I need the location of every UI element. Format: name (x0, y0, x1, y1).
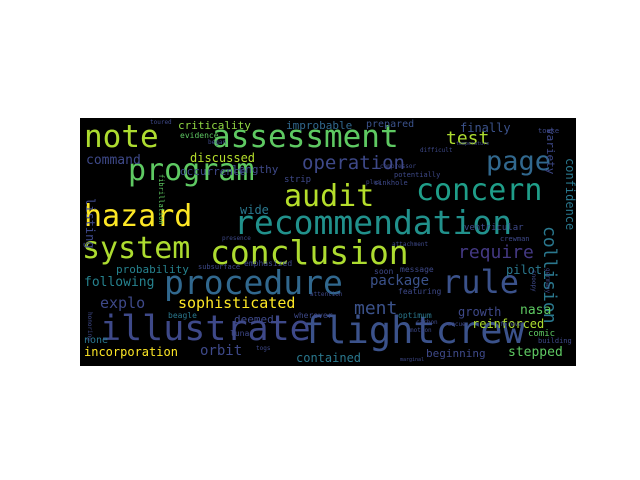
word-pilot: pilot (506, 263, 543, 277)
word-criticality: criticality (178, 119, 251, 132)
word-none: none (84, 335, 109, 346)
word-cloud: flightcrew illustrate recommendation pro… (80, 118, 576, 366)
word-ventricular: ventricular (464, 223, 524, 233)
word-procedure: procedure (164, 263, 343, 302)
word-reinforced: reinforced (472, 317, 545, 331)
word-message: message (400, 265, 434, 274)
word-page: page (486, 146, 552, 177)
word-compressor: compressor (380, 163, 417, 170)
word-fibrillation: fibrillation (157, 174, 165, 225)
word-test: test (446, 128, 490, 149)
word-finally: finally (460, 121, 511, 135)
word-rule: rule (442, 263, 520, 301)
word-presence: presence (222, 235, 251, 242)
word-require: require (458, 242, 534, 263)
word-confidence: confidence (563, 158, 576, 231)
word-evidence: evidence (180, 131, 219, 140)
word-potentially: potentially (394, 171, 441, 179)
word-wide: wide (240, 203, 269, 217)
word-deemed: deemed (234, 313, 274, 326)
word-attachment: attachment (392, 241, 429, 248)
word-crewman: crewman (500, 235, 530, 243)
word-system: system (82, 231, 191, 266)
word-following: following (84, 275, 155, 290)
word-command: command (86, 153, 141, 168)
word-optimum: optimum (398, 311, 432, 320)
word-explo: explo (100, 294, 146, 312)
word-concern: concern (416, 173, 543, 208)
word-program: program (128, 153, 255, 188)
word-togs: togs (256, 345, 271, 352)
word-recommendation: recommendation (234, 203, 513, 242)
word-package: package (370, 273, 430, 289)
word-beagle: beagle (168, 311, 197, 320)
word-growth: growth (458, 305, 502, 319)
word-lunar: lunar (230, 329, 255, 338)
word-illustrate: illustrate (100, 309, 311, 349)
word-sophisticated: sophisticated (178, 294, 296, 312)
word-plus: plus (366, 179, 381, 186)
word-probability: probability (116, 263, 189, 276)
word-attention: attention (310, 291, 343, 298)
word-occurrence: occurrence (180, 165, 247, 178)
word-soon: soon (374, 267, 394, 276)
word-began: began (208, 139, 227, 146)
word-comic: comic (528, 329, 556, 339)
word-motion: motion (410, 327, 432, 334)
word-building: building (538, 337, 572, 345)
word-note: note (84, 119, 159, 155)
word-sinkhole: sinkhole (374, 179, 408, 187)
word-incorporation: incorporation (84, 345, 178, 359)
word-assessment: assessment (212, 119, 399, 155)
word-snoopy: snoopy (530, 270, 537, 292)
word-audit: audit (284, 179, 375, 214)
word-tooke: tooke (538, 127, 560, 135)
word-operation: operation (302, 152, 405, 174)
word-rescue: rescue (444, 321, 466, 328)
word-prepared: prepared (366, 119, 415, 130)
word-wherever: wherever (294, 311, 333, 320)
word-subsurface: subsurface (198, 263, 241, 271)
word-beginning: beginning (426, 347, 486, 360)
word-stepped: stepped (508, 345, 563, 360)
word-forever: forever (500, 321, 526, 328)
word-carbon: carbon (416, 319, 438, 326)
word-lengthy: lengthy (232, 163, 279, 176)
word-strip: strip (284, 175, 312, 185)
word-orbit: orbit (200, 343, 243, 359)
word-toured: toured (150, 119, 172, 126)
word-nasa: nasa (520, 303, 552, 318)
word-contained: contained (296, 351, 362, 365)
word-improbable: improbable (286, 119, 353, 132)
word-temperature: temperature (456, 141, 490, 147)
word-featuring: featuring (398, 287, 442, 296)
word-discussed: discussed (190, 151, 256, 165)
word-hazard: hazard (84, 199, 193, 234)
word-difficult: difficult (420, 147, 453, 154)
word-germany: germany (544, 268, 551, 294)
word-flightcrew: flightcrew (302, 309, 525, 352)
word-marginal: marginal (400, 357, 425, 363)
word-conclusion: conclusion (210, 233, 409, 272)
word-honoring: honoring (86, 312, 93, 341)
word-ment: ment (354, 298, 398, 319)
word-emphasized: emphasized (244, 259, 293, 268)
word-listing: listing (83, 198, 97, 249)
